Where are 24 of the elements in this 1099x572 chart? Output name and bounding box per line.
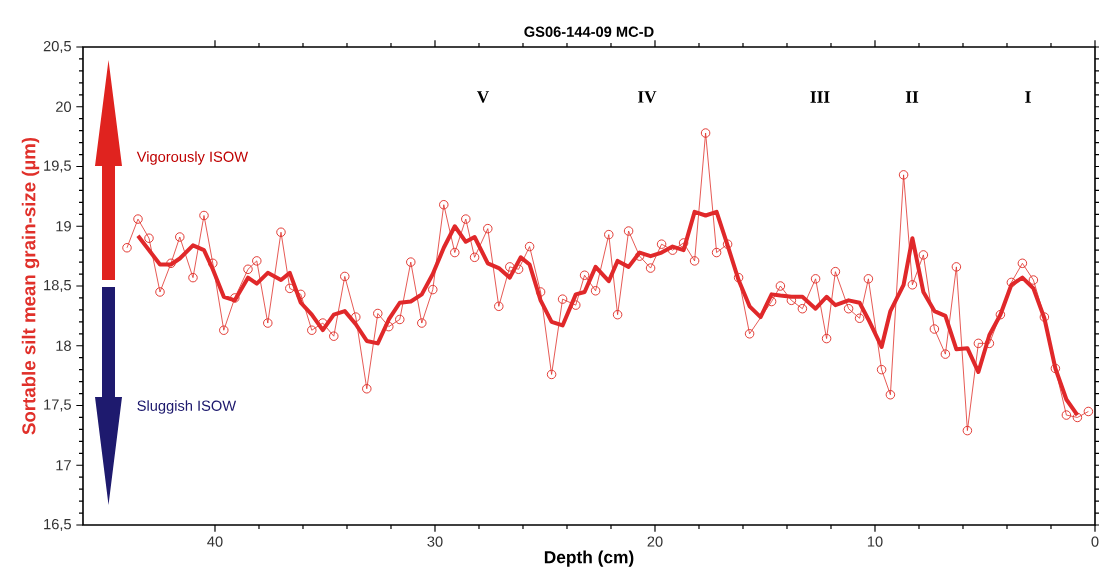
x-tick-label: 20: [647, 536, 663, 547]
y-tick-label: 18,5: [44, 279, 71, 293]
annotation: I: [1025, 91, 1031, 103]
x-tick-label: 30: [427, 536, 443, 547]
x-axis-title: Depth (cm): [544, 550, 634, 567]
y-tick-label: 19: [56, 221, 71, 232]
chart-title: GS06-144-09 MC-D: [524, 26, 654, 37]
x-tick-label: 40: [207, 536, 223, 547]
y-tick-label: 16,5: [44, 518, 71, 532]
y-tick-label: 19,5: [44, 160, 71, 173]
annotation: Sluggish ISOW: [137, 400, 237, 414]
annotation: V: [476, 91, 490, 103]
x-tick-label: 0: [1091, 536, 1099, 547]
y-tick-label: 20,5: [43, 40, 71, 54]
y-tick-label: 20: [56, 101, 72, 112]
x-tick-label: 10: [867, 536, 883, 547]
y-tick-label: 18: [56, 340, 71, 351]
y-tick-label: 17,5: [44, 399, 71, 412]
annotation: II: [905, 91, 919, 103]
annotation: Vigorously ISOW: [136, 151, 249, 165]
y-tick-label: 17: [56, 460, 71, 471]
annotation: III: [810, 91, 830, 103]
annotation: IV: [637, 91, 657, 103]
y-axis-title: Sortable silt mean grain-size (µm): [21, 137, 40, 435]
